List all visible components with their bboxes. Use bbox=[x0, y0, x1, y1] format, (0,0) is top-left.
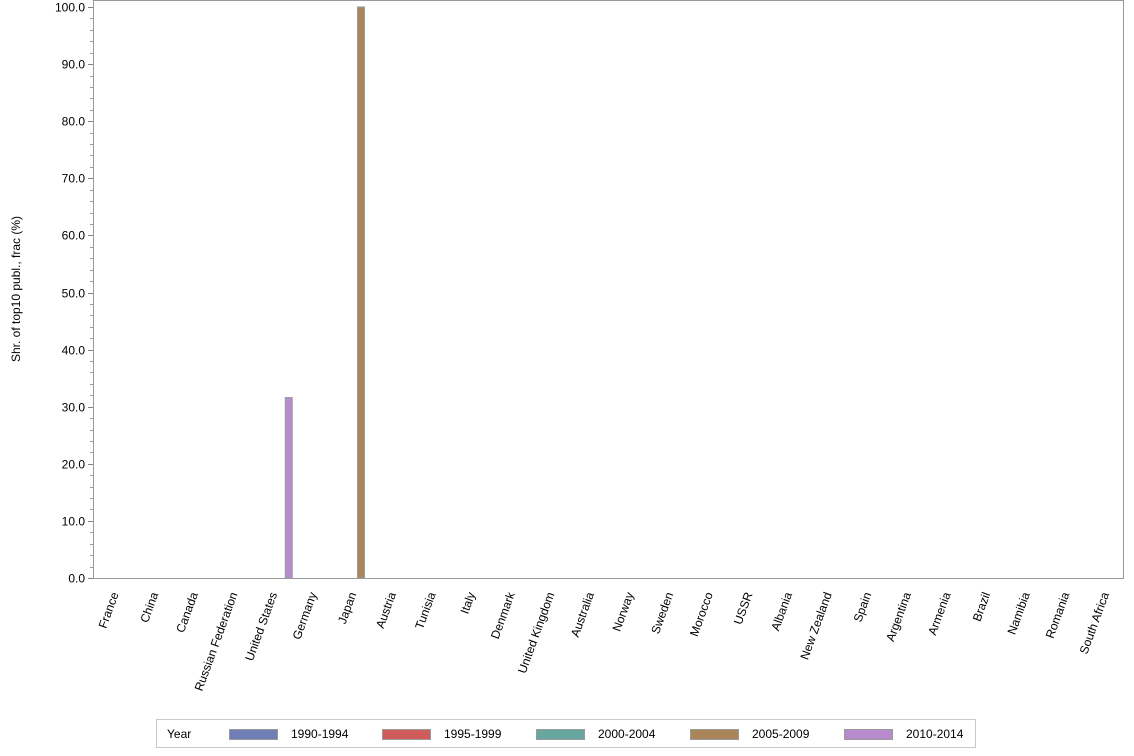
legend-item: 1990-1994 bbox=[229, 727, 348, 741]
x-tick-label: United States bbox=[242, 590, 280, 662]
y-tick-label: 20.0 bbox=[62, 458, 86, 472]
legend-label: 1990-1994 bbox=[291, 727, 349, 741]
y-axis: 0.0 10.0 20.0 30.0 40.0 50.0 60.0 70.0 80.0 90.0 1… bbox=[55, 1, 93, 586]
legend-item: 1995-1999 bbox=[382, 727, 501, 741]
x-tick-label: Italy bbox=[457, 590, 478, 615]
legend-label: 2000-2004 bbox=[598, 727, 656, 741]
y-tick-label: 40.0 bbox=[62, 344, 86, 358]
legend-label: 2005-2009 bbox=[752, 727, 810, 741]
x-tick-label: Albania bbox=[768, 590, 795, 633]
x-tick-label: Canada bbox=[173, 590, 201, 635]
x-tick-label: Morocco bbox=[687, 590, 716, 638]
bars bbox=[284, 6, 365, 579]
x-tick-label: New Zealand bbox=[797, 590, 834, 661]
bar-united-states-2010-2014 bbox=[284, 397, 293, 579]
x-tick-label: Romania bbox=[1043, 590, 1073, 640]
y-axis-title: Shr. of top10 publ., frac (%) bbox=[9, 216, 23, 362]
x-tick-label: Japan bbox=[335, 590, 359, 626]
y-tick-label: 70.0 bbox=[62, 172, 86, 186]
y-tick-label: 0.0 bbox=[68, 572, 85, 586]
legend-swatch bbox=[382, 728, 431, 740]
x-tick-label: China bbox=[137, 590, 161, 625]
y-tick-label: 80.0 bbox=[62, 115, 86, 129]
y-tick-label: 30.0 bbox=[62, 401, 86, 415]
x-tick-label: South Africa bbox=[1077, 590, 1112, 656]
x-tick-label: Argentina bbox=[883, 590, 914, 643]
x-tick-label: France bbox=[96, 590, 122, 630]
legend-title: Year bbox=[167, 727, 192, 741]
y-tick-label: 90.0 bbox=[62, 58, 86, 72]
legend-swatch bbox=[536, 728, 585, 740]
legend: Year 1990-1994 1995-1999 2000-2004 2005-200… bbox=[156, 719, 976, 748]
plot-area bbox=[93, 0, 1124, 579]
x-tick-label: United Kingdom bbox=[515, 590, 557, 675]
y-tick-label: 100.0 bbox=[55, 1, 85, 15]
legend-label: 2010-2014 bbox=[906, 727, 964, 741]
legend-swatch bbox=[844, 728, 893, 740]
y-tick-label: 60.0 bbox=[62, 229, 86, 243]
x-tick-label: Germany bbox=[290, 590, 320, 641]
x-tick-label: Spain bbox=[851, 590, 875, 624]
legend-item: 2010-2014 bbox=[844, 727, 963, 741]
legend-item: 2000-2004 bbox=[536, 727, 655, 741]
legend-label: 1995-1999 bbox=[444, 727, 502, 741]
x-tick-label: Tunisia bbox=[412, 590, 438, 631]
y-tick-label: 10.0 bbox=[62, 515, 86, 529]
bar-chart: 0.0 10.0 20.0 30.0 40.0 50.0 60.0 70.0 80.0 90.0 1… bbox=[9, 0, 1124, 693]
y-tick-label: 50.0 bbox=[62, 287, 86, 301]
legend-swatch bbox=[229, 728, 278, 740]
x-tick-label: Brazil bbox=[970, 590, 993, 623]
x-tick-label: Russian Federation bbox=[192, 590, 241, 693]
x-tick-label: Sweden bbox=[648, 590, 676, 636]
legend-swatch bbox=[690, 728, 739, 740]
x-tick-label: Australia bbox=[568, 590, 597, 639]
x-tick-label: Namibia bbox=[1005, 590, 1033, 636]
x-tick-label: USSR bbox=[731, 590, 756, 626]
bar-japan-2005-2009 bbox=[357, 6, 365, 579]
legend-item: 2005-2009 bbox=[690, 727, 809, 741]
x-tick-label: Denmark bbox=[488, 589, 518, 640]
x-tick-label: Norway bbox=[610, 590, 637, 633]
x-tick-label: Armenia bbox=[925, 590, 954, 637]
x-tick-label: Austria bbox=[373, 590, 399, 630]
